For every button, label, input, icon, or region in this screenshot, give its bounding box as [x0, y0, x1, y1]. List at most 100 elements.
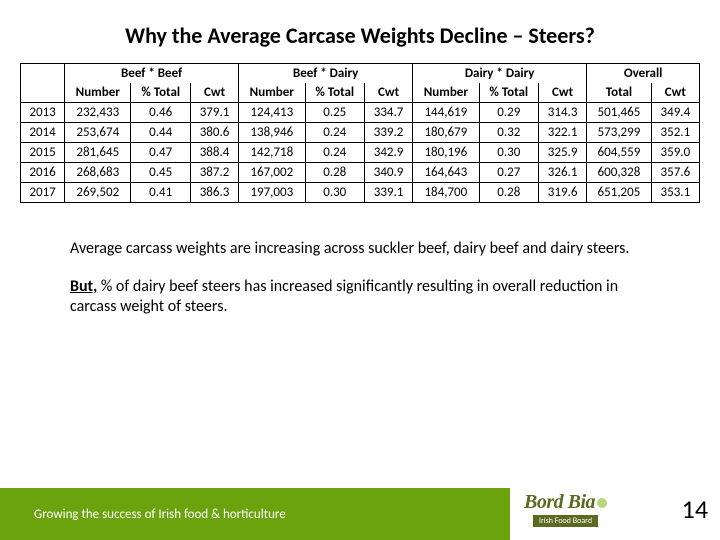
table-cell: 180,196 — [413, 143, 479, 163]
col-dd-number: Number — [413, 83, 479, 103]
table-cell: 142,718 — [239, 143, 305, 163]
table-cell: 0.45 — [131, 163, 190, 183]
para2-lead: But, — [70, 277, 97, 296]
paragraph-1: Average carcass weights are increasing a… — [70, 239, 650, 259]
body-text: Average carcass weights are increasing a… — [0, 203, 720, 317]
table-cell: 0.32 — [479, 123, 538, 143]
table-cell: 380.6 — [190, 123, 238, 143]
table-cell: 0.27 — [479, 163, 538, 183]
table-cell: 138,946 — [239, 123, 305, 143]
table-cell: 281,645 — [65, 143, 131, 163]
table-cell: 2014 — [21, 123, 65, 143]
col-ov-cwt: Cwt — [651, 83, 699, 103]
table-cell: 352.1 — [651, 123, 699, 143]
table-cell: 342.9 — [364, 143, 412, 163]
table-cell: 322.1 — [539, 123, 587, 143]
col-bb-cwt: Cwt — [190, 83, 238, 103]
footer-tagline: Growing the success of Irish food & hort… — [34, 507, 286, 522]
table-cell: 314.3 — [539, 103, 587, 123]
table-cell: 326.1 — [539, 163, 587, 183]
table-cell: 2013 — [21, 103, 65, 123]
page-number: 14 — [682, 493, 708, 525]
group-beef-beef: Beef * Beef — [65, 64, 239, 84]
table-cell: 319.6 — [539, 183, 587, 203]
table-cell: 386.3 — [190, 183, 238, 203]
table-cell: 0.41 — [131, 183, 190, 203]
table-cell: 0.24 — [305, 123, 364, 143]
logo-main-text: Bord Bia — [524, 491, 607, 514]
table-cell: 2015 — [21, 143, 65, 163]
table-cell: 0.28 — [479, 183, 538, 203]
table-cell: 164,643 — [413, 163, 479, 183]
table-cell: 0.47 — [131, 143, 190, 163]
table-cell: 359.0 — [651, 143, 699, 163]
table-cell: 388.4 — [190, 143, 238, 163]
table-cell: 232,433 — [65, 103, 131, 123]
table-cell: 604,559 — [587, 143, 652, 163]
group-blank — [21, 64, 65, 84]
table-cell: 253,674 — [65, 123, 131, 143]
table-cell: 0.30 — [305, 183, 364, 203]
table-cell: 573,299 — [587, 123, 652, 143]
table-cell: 0.29 — [479, 103, 538, 123]
logo-sub-text: Irish Food Board — [533, 515, 598, 527]
table-cell: 0.25 — [305, 103, 364, 123]
col-dd-cwt: Cwt — [539, 83, 587, 103]
group-overall: Overall — [587, 64, 700, 84]
footer-right-block: Bord Bia Irish Food Board 14 — [510, 478, 720, 540]
slide-footer: Growing the success of Irish food & hort… — [0, 488, 720, 540]
table-cell: 269,502 — [65, 183, 131, 203]
table-cell: 184,700 — [413, 183, 479, 203]
table-body: 2013232,4330.46379.1124,4130.25334.7144,… — [21, 103, 700, 203]
col-bb-pct: % Total — [131, 83, 190, 103]
table-cell: 0.30 — [479, 143, 538, 163]
col-bd-pct: % Total — [305, 83, 364, 103]
table-cell: 0.28 — [305, 163, 364, 183]
table-cell: 387.2 — [190, 163, 238, 183]
table-cell: 600,328 — [587, 163, 652, 183]
table-cell: 268,683 — [65, 163, 131, 183]
table-row: 2016268,6830.45387.2167,0020.28340.9164,… — [21, 163, 700, 183]
slide-title: Why the Average Carcase Weights Decline … — [0, 0, 720, 63]
paragraph-2: But, % of dairy beef steers has increase… — [70, 277, 650, 317]
table-cell: 339.1 — [364, 183, 412, 203]
table-row: 2017269,5020.41386.3197,0030.30339.1184,… — [21, 183, 700, 203]
col-ov-total: Total — [587, 83, 652, 103]
group-beef-dairy: Beef * Dairy — [239, 64, 413, 84]
table-cell: 651,205 — [587, 183, 652, 203]
col-dd-pct: % Total — [479, 83, 538, 103]
col-bd-number: Number — [239, 83, 305, 103]
table-cell: 180,679 — [413, 123, 479, 143]
table-cell: 501,465 — [587, 103, 652, 123]
group-dairy-dairy: Dairy * Dairy — [413, 64, 587, 84]
table-cell: 2016 — [21, 163, 65, 183]
table-cell: 349.4 — [651, 103, 699, 123]
table-cell: 0.44 — [131, 123, 190, 143]
data-table: Beef * Beef Beef * Dairy Dairy * Dairy O… — [20, 63, 700, 203]
table-row: 2013232,4330.46379.1124,4130.25334.7144,… — [21, 103, 700, 123]
para2-rest: % of dairy beef steers has increased sig… — [70, 277, 618, 316]
table-cell: 124,413 — [239, 103, 305, 123]
table-cell: 357.6 — [651, 163, 699, 183]
leaf-icon — [597, 498, 607, 508]
table-cell: 144,619 — [413, 103, 479, 123]
table-cell: 379.1 — [190, 103, 238, 123]
table-cell: 197,003 — [239, 183, 305, 203]
col-year — [21, 83, 65, 103]
slide: Why the Average Carcase Weights Decline … — [0, 0, 720, 540]
table-cell: 353.1 — [651, 183, 699, 203]
col-bb-number: Number — [65, 83, 131, 103]
table-cell: 2017 — [21, 183, 65, 203]
table-row: 2014253,6740.44380.6138,9460.24339.2180,… — [21, 123, 700, 143]
bord-bia-logo: Bord Bia Irish Food Board — [524, 491, 607, 527]
table-cell: 339.2 — [364, 123, 412, 143]
table-cell: 325.9 — [539, 143, 587, 163]
data-table-wrap: Beef * Beef Beef * Dairy Dairy * Dairy O… — [0, 63, 720, 203]
table-cell: 167,002 — [239, 163, 305, 183]
table-group-header: Beef * Beef Beef * Dairy Dairy * Dairy O… — [21, 64, 700, 84]
logo-main-span: Bord Bia — [524, 491, 595, 513]
table-cell: 0.24 — [305, 143, 364, 163]
table-row: 2015281,6450.47388.4142,7180.24342.9180,… — [21, 143, 700, 163]
table-column-header: Number % Total Cwt Number % Total Cwt Nu… — [21, 83, 700, 103]
col-bd-cwt: Cwt — [364, 83, 412, 103]
